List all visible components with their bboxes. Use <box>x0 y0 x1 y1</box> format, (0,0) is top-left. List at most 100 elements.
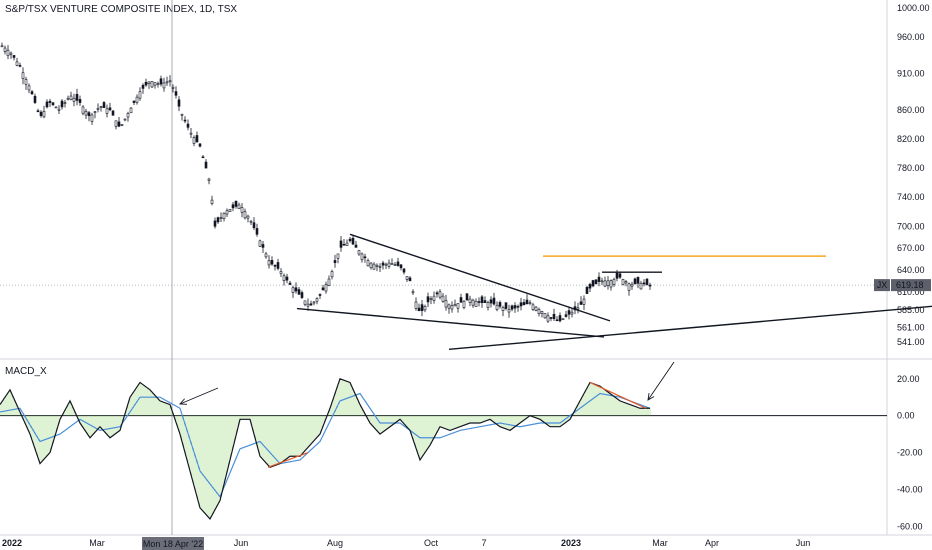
candle-body <box>312 301 316 304</box>
candle-body <box>18 65 22 67</box>
candle-body <box>474 300 478 307</box>
candle-body <box>222 212 226 219</box>
candle-body <box>240 207 244 213</box>
candle-body <box>264 253 268 258</box>
candle-body <box>159 78 163 85</box>
macd-tick-label: -20.00 <box>897 448 923 458</box>
candle-body <box>33 95 37 103</box>
price-tick-label: 860.00 <box>897 105 925 115</box>
candle-body <box>0 45 4 48</box>
candle-body <box>528 302 532 305</box>
candle-body <box>297 289 301 295</box>
candle-body <box>327 278 331 286</box>
candle-body <box>594 279 598 285</box>
candle-body <box>180 113 184 116</box>
candle-body <box>99 106 103 108</box>
candle-body <box>183 119 187 122</box>
candle-body <box>375 264 379 267</box>
candle-body <box>531 304 535 310</box>
candle-body <box>39 111 43 116</box>
candle-body <box>372 263 376 270</box>
candle-body <box>141 84 145 89</box>
candle-body <box>516 305 520 308</box>
candle-body <box>108 107 112 111</box>
candle-body <box>303 300 307 305</box>
macd-signal-line <box>0 392 651 498</box>
annotation-arrowhead <box>179 398 188 405</box>
candle-body <box>513 305 517 309</box>
candle-body <box>633 278 637 285</box>
candle-body <box>588 284 592 289</box>
candle-body <box>447 304 451 309</box>
price-tick-label: 910.00 <box>897 68 925 78</box>
annotation-arrow <box>179 387 219 405</box>
candle-body <box>126 113 130 118</box>
candle-body <box>213 220 217 227</box>
candle-body <box>243 211 247 219</box>
macd-divergence-line <box>589 381 647 409</box>
candle-body <box>648 284 652 287</box>
candle-body <box>300 292 304 298</box>
candle-body <box>87 112 91 116</box>
candle-body <box>501 307 505 312</box>
symbol-badge-label: JX <box>877 280 888 290</box>
candle-body <box>558 315 562 322</box>
candle-body <box>258 240 262 247</box>
candle-body <box>339 240 343 248</box>
candle-body <box>432 295 436 301</box>
candle-body <box>486 302 490 308</box>
candle-body <box>321 287 325 291</box>
price-tick-label: 1000.00 <box>897 3 930 13</box>
macd-tick-label: 20.00 <box>897 374 920 384</box>
candle-body <box>549 317 553 319</box>
candle-body <box>426 296 430 303</box>
candle-body <box>231 204 235 209</box>
candle-body <box>249 220 253 223</box>
candle-body <box>450 305 454 310</box>
annotation-arrow <box>647 361 675 401</box>
candle-body <box>207 178 211 181</box>
candle-body <box>363 256 367 259</box>
candle-body <box>522 302 526 306</box>
candle-body <box>489 299 493 304</box>
candle-body <box>111 110 115 116</box>
trendline <box>349 233 611 322</box>
candle-body <box>507 309 511 313</box>
price-tick-label: 670.00 <box>897 243 925 253</box>
candle-body <box>144 81 148 86</box>
time-tick-label: Mar <box>652 538 668 548</box>
candle-body <box>393 264 397 266</box>
candle-body <box>261 244 265 248</box>
candle-body <box>582 298 586 305</box>
candle-body <box>357 250 361 255</box>
candle-body <box>114 120 118 127</box>
candle-body <box>201 156 205 159</box>
candle-body <box>9 52 13 55</box>
price-tick-label: 780.00 <box>897 163 925 173</box>
macd-tick-label: -60.00 <box>897 521 923 531</box>
candle-body <box>402 268 406 273</box>
candle-body <box>228 209 232 212</box>
candle-body <box>291 287 295 293</box>
candle-body <box>12 55 16 58</box>
candle-body <box>165 81 169 84</box>
candle-body <box>282 275 286 282</box>
candle-body <box>555 319 559 322</box>
candle-body <box>36 110 40 113</box>
candle-body <box>411 291 415 294</box>
macd-tick-label: 0.00 <box>897 411 915 421</box>
candle-body <box>609 280 613 288</box>
time-tick-label: Aug <box>327 538 343 548</box>
annotation-arrowhead <box>647 393 655 401</box>
candle-body <box>387 262 391 267</box>
candle-body <box>210 199 214 204</box>
candle-body <box>174 91 178 96</box>
candle-body <box>66 97 70 100</box>
candle-body <box>423 306 427 311</box>
candle-body <box>306 303 310 307</box>
price-tick-label: 561.00 <box>897 322 925 332</box>
price-tick-label: 700.00 <box>897 221 925 231</box>
time-tick-label: 7 <box>481 538 486 548</box>
